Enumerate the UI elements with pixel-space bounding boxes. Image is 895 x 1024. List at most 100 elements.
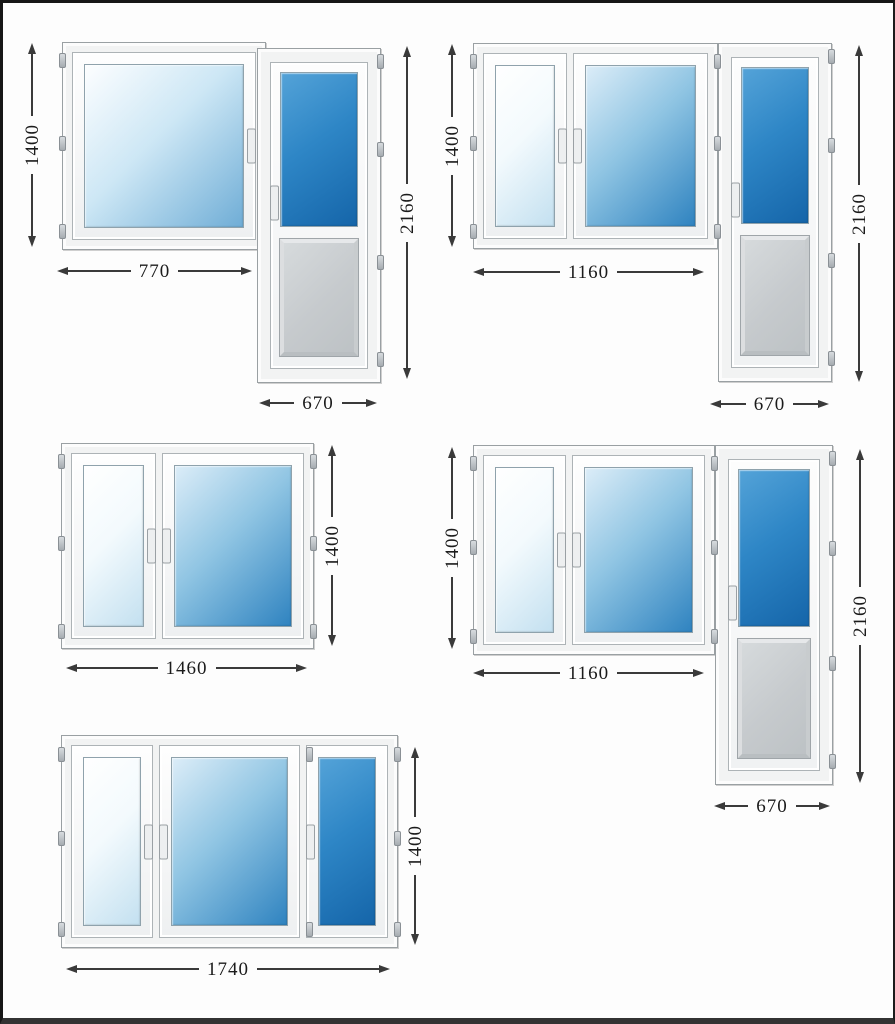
arrowhead-icon [856,449,864,460]
dimension-line [451,577,453,638]
dimension-line [31,54,33,116]
window-sash [483,53,567,239]
window-handle [556,532,566,568]
sash-row [71,453,304,639]
arrowhead-icon [819,802,830,810]
arrowhead-icon [66,965,77,973]
dimension-label: 670 [302,392,334,414]
dimension-label: 670 [756,795,788,817]
window-sash [71,745,154,938]
door-sash [270,62,368,369]
hinge-icon [59,53,66,69]
door-sash [731,57,819,368]
dimension-line [484,672,560,674]
window-glass [583,467,693,633]
window-unit [59,42,266,250]
door-handle [731,182,740,218]
dimension-line [341,402,366,404]
arrowhead-icon [411,747,419,758]
hinge-icon [377,352,384,368]
arrowhead-icon [473,268,484,276]
dimension-1160: 1160 [473,261,705,283]
balcony-door-unit [715,445,836,785]
dimension-770: 770 [57,262,252,281]
dimension-line [414,875,416,934]
door-bottom-panel [279,237,359,358]
dimension-line [859,460,861,587]
hinge-icon [470,135,477,151]
hinge-icon [310,454,317,470]
hinge-icon [58,454,65,470]
dimension-line [215,667,296,669]
dimension-line [451,458,453,519]
dimension-1400: 1400 [442,447,463,649]
hinge-icon [310,535,317,551]
dimension-line [721,403,746,405]
arrowhead-icon [366,399,377,407]
dimension-1400: 1400 [442,44,463,247]
window-glass [173,465,292,627]
hinge-icon [58,830,65,846]
window-unit [58,735,401,948]
dimension-line [68,270,131,272]
window-glass [584,65,696,227]
arrowhead-icon [411,934,419,945]
window-glass [495,467,554,633]
dimension-line [270,402,295,404]
window-glass [317,757,376,926]
hinge-icon [714,223,721,239]
hinge-icon [58,623,65,639]
hinge-icon [829,753,836,769]
arrowhead-icon [855,45,863,56]
dimension-670: 670 [714,795,830,817]
dimension-670: 670 [259,392,377,414]
arrowhead-icon [448,447,456,458]
door-sash [728,459,820,771]
dimension-line [451,174,453,236]
window-unit [58,443,317,649]
arrowhead-icon [328,635,336,646]
arrowhead-icon [448,638,456,649]
arrowhead-icon [818,400,829,408]
arrowhead-icon [693,669,705,677]
dimension-line [484,271,560,273]
dimension-label: 2160 [849,595,871,637]
window-handle [571,532,581,568]
window-glass [171,757,288,926]
window-glass [84,64,244,228]
arrowhead-icon [714,802,725,810]
hinge-icon [711,629,718,645]
window-handle [572,128,582,164]
window-sash [72,52,256,240]
dimension-label: 1740 [207,958,249,980]
dimension-2160: 2160 [849,45,870,382]
dimension-label: 2160 [396,191,418,234]
arrowhead-icon [473,669,484,677]
dimension-1740: 1740 [66,958,390,980]
door-bottom-panel [737,637,811,760]
window-glass [83,757,142,926]
sash-row [71,745,388,938]
hinge-icon [711,539,718,555]
dimension-line [77,667,158,669]
arrowhead-icon [710,400,721,408]
dimension-line [617,271,694,273]
dimension-label: 1400 [404,825,426,867]
hinge-icon [829,540,836,556]
dimension-line [725,805,749,807]
arrowhead-icon [448,236,456,247]
hinge-icon [829,451,836,467]
arrowhead-icon [403,368,411,379]
dimension-line [795,805,819,807]
dimension-line [414,758,416,817]
hinge-icon [829,655,836,671]
dimension-label: 1160 [567,261,610,283]
arrowhead-icon [28,236,36,247]
hinge-icon [828,138,835,154]
arrowhead-icon [259,399,270,407]
door-glass [741,67,809,225]
hinge-icon [58,921,65,937]
sash-row [483,455,705,645]
window-sash [161,453,304,639]
